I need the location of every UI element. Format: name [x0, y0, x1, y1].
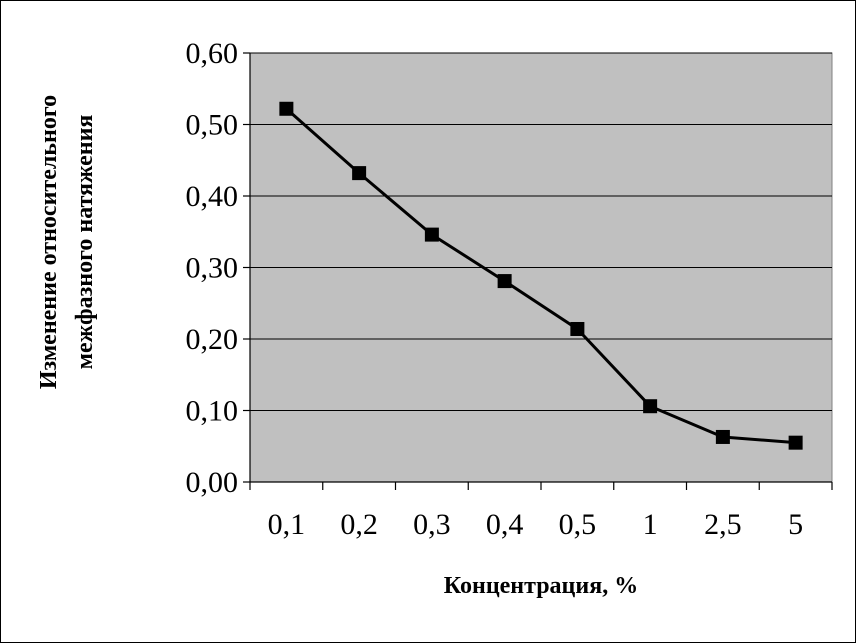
x-axis-title: Концентрация, %	[444, 573, 638, 599]
data-point	[352, 166, 367, 181]
x-tick-label: 0,2	[340, 508, 378, 541]
y-tick-label: 0,00	[186, 466, 239, 499]
data-point	[643, 399, 658, 414]
data-point	[497, 274, 512, 289]
y-tick-label: 0,60	[186, 37, 239, 70]
series-line	[285, 107, 796, 445]
x-tick-label: 0,5	[559, 508, 597, 541]
gridlines	[250, 52, 832, 411]
x-axis-ticks: 0,1 0,2 0,3 0,4 0,5 1 2,5 5	[249, 482, 833, 541]
data-point	[788, 435, 803, 450]
x-tick-label: 0,4	[486, 508, 524, 541]
y-axis-ticks: 0,00 0,10 0,20 0,30 0,40 0,50 0,60	[186, 37, 250, 499]
y-axis-title-line-2: межфазного натяжения	[72, 115, 98, 370]
series	[279, 101, 803, 450]
data-point	[570, 321, 585, 336]
data-point	[279, 101, 294, 116]
x-tick-label: 2,5	[704, 508, 742, 541]
y-tick-label: 0,10	[186, 395, 239, 428]
x-tick-label: 0,1	[268, 508, 306, 541]
y-tick-label: 0,30	[186, 252, 239, 285]
x-tick-label: 0,3	[413, 508, 451, 541]
y-tick-label: 0,40	[186, 180, 239, 213]
y-axis-title-line-1: Изменение относительного	[36, 95, 62, 389]
y-tick-label: 0,50	[186, 109, 239, 142]
data-point	[715, 429, 730, 444]
x-tick-label: 1	[643, 508, 658, 541]
x-tick-label: 5	[788, 508, 803, 541]
y-tick-label: 0,20	[186, 323, 239, 356]
data-point	[424, 227, 439, 242]
